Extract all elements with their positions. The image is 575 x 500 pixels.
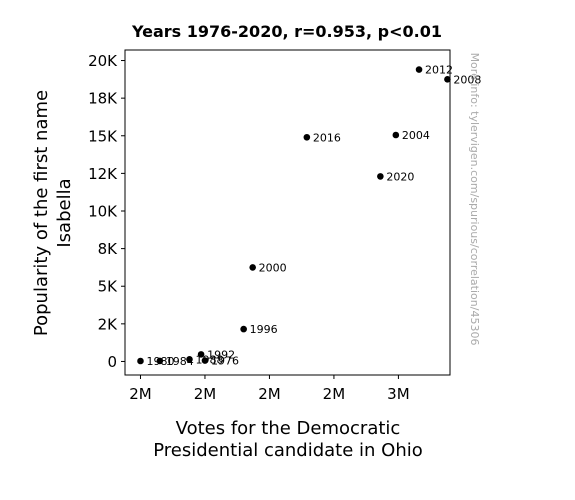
y-axis-title-line2: Isabella — [54, 178, 75, 247]
plot-area — [124, 49, 451, 376]
data-point-2020 — [377, 173, 384, 180]
data-point-1980 — [137, 357, 144, 365]
data-point-2012 — [415, 66, 423, 73]
y-tick-label: 12K — [88, 165, 118, 183]
y-axis-title-line1: Popularity of the first name — [31, 90, 52, 336]
data-point-label-1996: 1996 — [250, 323, 278, 336]
data-point-label-2012: 2012 — [425, 64, 453, 77]
y-tick-label: 10K — [88, 202, 118, 220]
data-point-1984 — [156, 357, 164, 365]
data-point-label-2004: 2004 — [402, 129, 430, 142]
x-tick-label: 2M — [323, 385, 346, 403]
data-point-label-2016: 2016 — [313, 131, 341, 144]
x-axis-title-line2: Presidential candidate in Ohio — [153, 440, 423, 461]
x-tick-label: 2M — [129, 385, 152, 403]
y-tick-label: 0 — [107, 353, 117, 371]
source-watermark: More info: tylervigen.com/spurious/corre… — [468, 53, 481, 346]
x-axis-title-line1: Votes for the Democratic — [176, 418, 401, 439]
x-tick-label: 3M — [387, 385, 410, 403]
data-point-1976 — [201, 357, 209, 364]
y-tick-label: 18K — [88, 90, 118, 108]
data-point-2008 — [444, 76, 451, 83]
data-point-1988 — [186, 356, 193, 363]
data-points: 1976198019841988199219962000200420082012… — [137, 64, 481, 368]
y-tick-label: 8K — [98, 240, 119, 258]
y-tick-label: 2K — [98, 315, 119, 333]
data-point-label-2020: 2020 — [386, 170, 414, 183]
x-tick-label: 2M — [194, 385, 217, 403]
x-axis: 2M 2M 2M 2M 3M — [129, 375, 410, 403]
y-axis: 0 2K 5K 8K 10K 12K 15K 18K 20K — [88, 52, 125, 371]
y-tick-label: 15K — [88, 127, 118, 145]
y-tick-label: 20K — [88, 52, 118, 70]
data-point-label-2008: 2008 — [453, 73, 481, 86]
data-point-label-1992: 1992 — [207, 348, 235, 361]
chart-title: Years 1976-2020, r=0.953, p<0.01 — [131, 22, 442, 41]
data-point-label-2000: 2000 — [259, 261, 287, 274]
data-point-1996 — [240, 325, 247, 333]
y-tick-label: 5K — [98, 278, 119, 296]
data-point-1992 — [197, 351, 205, 358]
x-tick-label: 2M — [258, 385, 281, 403]
data-point-2004 — [392, 131, 400, 139]
data-point-2016 — [303, 133, 311, 141]
data-point-label-1976: 1976 — [211, 355, 239, 368]
data-point-2000 — [249, 264, 256, 271]
